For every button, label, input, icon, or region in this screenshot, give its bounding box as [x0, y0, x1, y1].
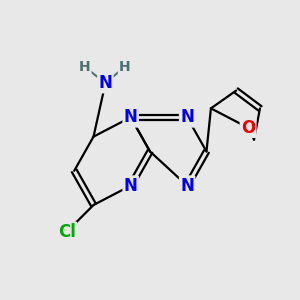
Text: N: N — [98, 74, 112, 92]
Text: N: N — [180, 177, 194, 195]
Text: H: H — [119, 60, 130, 74]
Text: H: H — [79, 60, 90, 74]
Text: Cl: Cl — [58, 223, 76, 241]
Text: N: N — [124, 108, 138, 126]
Text: N: N — [180, 108, 194, 126]
Text: O: O — [241, 119, 255, 137]
Text: N: N — [124, 177, 138, 195]
